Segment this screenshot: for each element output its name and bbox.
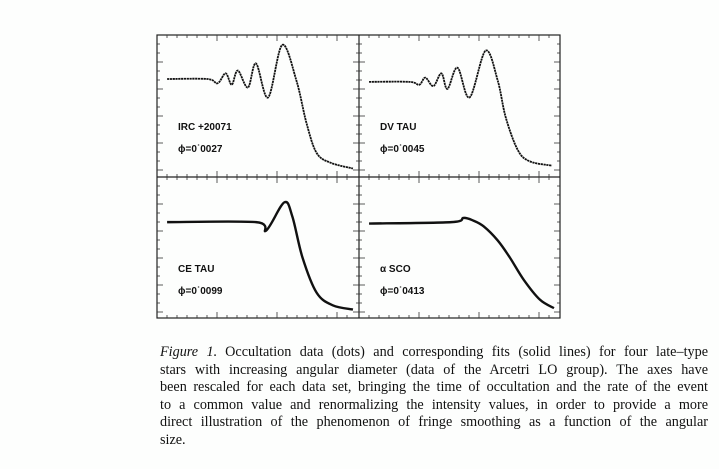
- caption-line: direct illustration of the phenomenon of…: [160, 414, 708, 431]
- series-line-3: [167, 200, 354, 311]
- series-line-1: [167, 44, 354, 170]
- star-name-label: α SCO: [380, 264, 411, 275]
- series-line-2: [369, 49, 553, 167]
- caption-text: Occultation data (dots) and correspondin…: [225, 344, 708, 360]
- star-name-label: IRC +20071: [178, 122, 232, 133]
- caption-line: been rescaled for each data set, bringin…: [160, 379, 708, 396]
- occultation-figure: IRC +20071 ϕ=0˙0027 DV TAU ϕ=0˙0045 CE TAU ϕ=…: [156, 34, 561, 319]
- caption-line: to a common value and renormalizing the …: [160, 396, 708, 413]
- caption-line: Figure 1. Occultation data (dots) and cor…: [160, 344, 708, 362]
- angular-diameter-label: ϕ=0˙0045: [380, 144, 425, 155]
- caption-line: stars with increasing angular diameter (…: [160, 361, 708, 378]
- angular-diameter-label: ϕ=0˙0099: [178, 286, 223, 297]
- star-name-label: CE TAU: [178, 264, 214, 275]
- figure-label: Figure 1.: [160, 344, 218, 360]
- series-line-4: [369, 216, 555, 310]
- figure-caption: Figure 1. Occultation data (dots) and cor…: [160, 344, 708, 450]
- angular-diameter-label: ϕ=0˙0413: [380, 286, 425, 297]
- angular-diameter-label: ϕ=0˙0027: [178, 144, 223, 155]
- caption-line: size.: [160, 431, 186, 448]
- star-name-label: DV TAU: [380, 122, 416, 133]
